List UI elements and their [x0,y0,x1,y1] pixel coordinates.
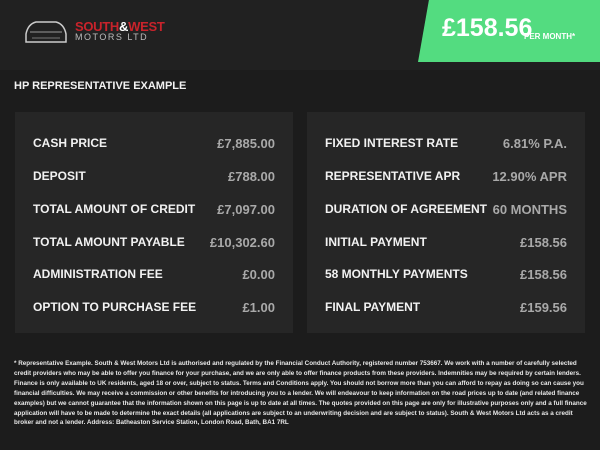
price-badge [418,0,600,62]
finance-row: REPRESENTATIVE APR 12.90% APR [325,168,567,184]
finance-row: CASH PRICE £7,885.00 [33,135,275,151]
row-label: OPTION TO PURCHASE FEE [33,300,197,314]
row-value: £788.00 [228,168,275,184]
row-value: 6.81% P.A. [502,135,567,151]
row-value: 12.90% APR [492,168,567,184]
logo-subtext: MOTORS LTD [75,32,149,42]
finance-row: ADMINISTRATION FEE £0.00 [33,266,275,282]
row-label: ADMINISTRATION FEE [33,267,163,281]
finance-row: OPTION TO PURCHASE FEE £1.00 [33,299,275,315]
section-title: HP REPRESENTATIVE EXAMPLE [14,80,187,92]
row-label: INITIAL PAYMENT [325,235,427,249]
right-finance-panel: FIXED INTEREST RATE 6.81% P.A. REPRESENTA… [307,112,585,333]
per-month-label: PER MONTH* [524,32,576,41]
row-label: TOTAL AMOUNT OF CREDIT [33,202,196,216]
row-value: £0.00 [242,266,275,282]
logo-text: & [119,19,129,34]
car-logo-icon [25,21,67,43]
row-label: 58 MONTHLY PAYMENTS [325,267,468,281]
finance-row: INITIAL PAYMENT £158.56 [325,234,567,250]
finance-row: TOTAL AMOUNT OF CREDIT £7,097.00 [33,201,275,217]
row-label: FINAL PAYMENT [325,300,421,314]
finance-row: DEPOSIT £788.00 [33,168,275,184]
finance-row: TOTAL AMOUNT PAYABLE £10,302.60 [33,234,275,250]
row-label: DURATION OF AGREEMENT [325,202,487,216]
disclaimer-text: * Representative Example. South & West M… [14,360,587,427]
row-label: DEPOSIT [33,169,86,183]
row-value: £158.56 [520,266,567,282]
finance-row: FINAL PAYMENT £159.56 [325,299,567,315]
header: SOUTH&WEST MOTORS LTD £158.56 PER MONTH* [0,0,600,70]
row-value: £10,302.60 [209,234,275,250]
monthly-price: £158.56 [442,14,533,42]
row-label: CASH PRICE [33,136,108,150]
row-value: £1.00 [242,299,275,315]
row-value: £159.56 [520,299,567,315]
left-finance-panel: CASH PRICE £7,885.00 DEPOSIT £788.00 TOTAL… [15,112,293,333]
logo-text: SOUTH [75,19,120,34]
row-label: TOTAL AMOUNT PAYABLE [33,235,185,249]
row-value: £7,885.00 [217,135,275,151]
row-value: 60 MONTHS [492,201,567,217]
finance-row: DURATION OF AGREEMENT 60 MONTHS [325,201,567,217]
row-value: £7,097.00 [217,201,275,217]
finance-row: 58 MONTHLY PAYMENTS £158.56 [325,266,567,282]
row-label: REPRESENTATIVE APR [325,169,461,183]
row-label: FIXED INTEREST RATE [325,136,459,150]
company-logo[interactable]: SOUTH&WEST MOTORS LTD [22,14,182,48]
finance-row: FIXED INTEREST RATE 6.81% P.A. [325,135,567,151]
row-value: £158.56 [520,234,567,250]
logo-text: WEST [128,19,165,34]
